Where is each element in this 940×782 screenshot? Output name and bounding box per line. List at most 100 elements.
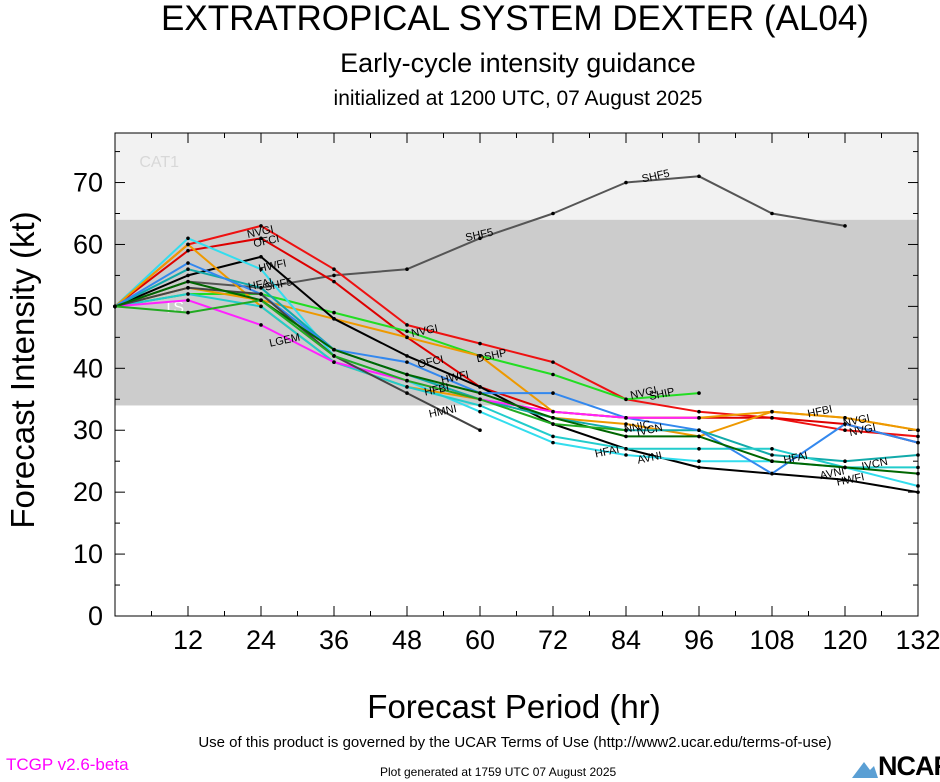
- model-label-hwfi: HWFI: [835, 471, 865, 489]
- x-tick-label: 24: [246, 625, 276, 655]
- y-tick-label: 40: [73, 353, 103, 383]
- series-point-hwfi: [259, 255, 263, 259]
- series-point-shf5: [405, 267, 409, 272]
- series-point-shf5: [478, 236, 482, 241]
- series-point-hwfi: [332, 316, 336, 321]
- x-tick-label: 84: [611, 625, 641, 655]
- model-label-hfai: HFAI: [783, 450, 809, 467]
- series-point-avni: [186, 292, 190, 296]
- series-point-shf5: [332, 273, 336, 278]
- ncar-logo-text: NCAR: [878, 751, 940, 781]
- series-point-nvgi: [551, 360, 555, 364]
- series-point-icon: [259, 298, 263, 302]
- chart-subtitle: Early-cycle intensity guidance: [340, 48, 696, 78]
- series-point-hfbi: [916, 428, 920, 433]
- y-tick-label: 0: [88, 601, 103, 631]
- version-label: TCGP v2.6-beta: [6, 755, 129, 774]
- series-point-nnic: [551, 391, 555, 395]
- series-point-hwfi: [478, 385, 482, 389]
- series-point-avni: [697, 447, 701, 451]
- series-point-nvgi: [259, 224, 263, 228]
- x-tick-label: 120: [822, 625, 867, 655]
- series-point-shf5: [551, 211, 555, 216]
- series-point-avni: [478, 403, 482, 408]
- series-point-hfbi: [186, 242, 190, 247]
- series-point-ctci: [186, 279, 190, 284]
- model-label-nvgi: NVGI: [410, 323, 439, 340]
- series-point-ivcn: [186, 267, 190, 272]
- series-point-hfbi: [624, 422, 628, 426]
- series-point-ivcn: [259, 286, 263, 290]
- series-point-ctci: [332, 347, 336, 352]
- series-point-hfai: [551, 440, 555, 445]
- series-point-icon: [113, 304, 117, 309]
- series-point-hwfi: [186, 273, 190, 278]
- series-point-lgem: [332, 360, 336, 364]
- series-point-hfai: [186, 236, 190, 241]
- model-label-avni: AVNI: [819, 465, 846, 482]
- series-point-ivcn: [843, 459, 847, 463]
- series-point-nnic: [770, 471, 774, 476]
- series-line-ofcl: [114, 237, 919, 444]
- series-point-ctci: [405, 372, 409, 377]
- model-label-ivcn: IVCN: [636, 422, 664, 439]
- series-point-icon: [478, 397, 482, 402]
- model-series: [113, 174, 920, 494]
- series-point-icon: [551, 422, 555, 426]
- x-axis-label: Forecast Period (hr): [367, 688, 660, 725]
- series-point-avni: [770, 447, 774, 451]
- model-label-hfai: HFAI: [594, 444, 620, 461]
- series-point-nnic: [697, 428, 701, 433]
- series-point-dshp: [405, 335, 409, 340]
- series-point-ivcn: [770, 453, 774, 457]
- band-label-cat1: CAT1: [139, 154, 179, 171]
- band-cat1: [115, 133, 918, 220]
- model-label-ofci: OFCI: [417, 354, 445, 371]
- series-point-icon: [186, 310, 190, 315]
- y-tick-label: 20: [73, 477, 103, 507]
- y-tick-label: 10: [73, 539, 103, 569]
- y-axis-label: Forecast Intensity (kt): [4, 211, 41, 528]
- model-label-shf5: SHF5: [641, 168, 671, 186]
- y-tick-label: 50: [73, 291, 103, 321]
- series-point-nnic: [843, 422, 847, 426]
- series-point-ctci: [770, 459, 774, 463]
- series-point-nnic: [916, 440, 920, 445]
- series-point-nnic: [186, 261, 190, 265]
- x-tick-label: 12: [173, 625, 203, 655]
- series-point-lgem: [186, 298, 190, 302]
- series-line-avni: [114, 293, 918, 469]
- model-label-nvgi: NVGI: [629, 385, 658, 402]
- series-point-nvgi: [405, 323, 409, 327]
- series-line-icon: [114, 299, 627, 432]
- model-label-nnic: NNIC: [623, 419, 652, 436]
- series-point-icon: [332, 354, 336, 358]
- x-tick-label: 60: [465, 625, 495, 655]
- series-point-avni: [624, 447, 628, 451]
- band-ts: [115, 219, 918, 406]
- x-tick-labels: 12 24 36 48 60 72 84 96 108 120 132: [173, 625, 940, 655]
- series-point-ship: [697, 391, 701, 395]
- series-point-hmni: [186, 286, 190, 290]
- model-label-nvgi: NVGI: [848, 422, 877, 439]
- series-point-avni: [405, 385, 409, 389]
- series-line-ctci: [114, 280, 919, 475]
- x-tick-label: 72: [538, 625, 568, 655]
- series-point-icon: [405, 378, 409, 383]
- series-point-shf5: [697, 174, 701, 179]
- series-point-avni: [259, 304, 263, 309]
- series-point-ship: [551, 372, 555, 377]
- series-point-ctci: [624, 434, 628, 439]
- model-label-shf5: SHF5: [264, 276, 294, 294]
- series-point-ivcn: [916, 453, 920, 457]
- generated-time: Plot generated at 1759 UTC 07 August 202…: [380, 765, 617, 779]
- y-tick-labels: 0 10 20 30 40 50 60 70: [73, 168, 103, 631]
- series-point-ctci: [843, 465, 847, 470]
- series-point-hfai: [478, 409, 482, 414]
- model-label-ofci: OFCI: [252, 233, 280, 250]
- model-label-hwfi: HWFI: [440, 369, 470, 387]
- series-point-nvgi: [916, 434, 920, 439]
- series-point-ctci: [551, 416, 555, 420]
